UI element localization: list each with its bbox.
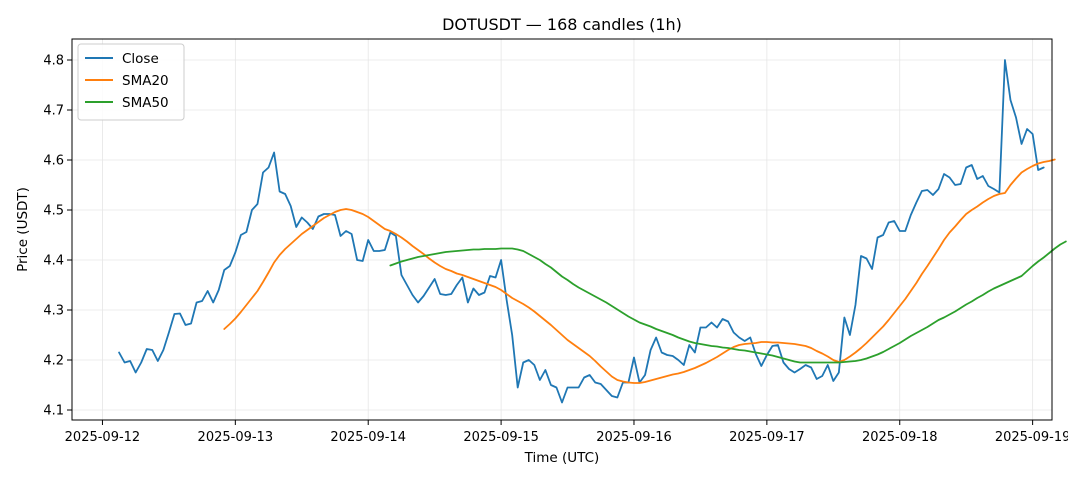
plot-frame (71, 38, 1053, 421)
y-tick-label: 4.8 (43, 54, 64, 69)
series-line-sma20 (223, 158, 1056, 384)
legend-label-close: Close (122, 51, 159, 67)
x-tick-label: 2025-09-13 (198, 430, 274, 445)
y-axis-ticks: 4.1 4.2 4.3 4.4 4.5 4.6 4.7 4.8 (43, 54, 72, 419)
x-axis-ticks: 2025-09-12 2025-09-13 2025-09-14 2025-09-15… (65, 420, 1068, 445)
legend-label-sma20: SMA20 (122, 73, 169, 89)
plot-area (71, 38, 1067, 421)
x-axis-label: Time (UTC) (524, 450, 600, 466)
series-line-sma50 (389, 240, 1067, 364)
x-tick-label: 2025-09-17 (729, 430, 805, 445)
x-tick-label: 2025-09-14 (330, 430, 406, 445)
y-tick-label: 4.6 (43, 154, 64, 169)
y-tick-label: 4.3 (43, 304, 64, 319)
x-tick-label: 2025-09-16 (596, 430, 672, 445)
x-tick-label: 2025-09-15 (463, 430, 539, 445)
y-axis-label: Price (USDT) (15, 187, 31, 272)
y-tick-label: 4.7 (43, 104, 64, 119)
chart-title: DOTUSDT — 168 candles (1h) (442, 15, 682, 34)
y-tick-label: 4.2 (43, 354, 64, 369)
x-tick-label: 2025-09-19 (995, 430, 1068, 445)
series-lines (118, 59, 1067, 404)
x-tick-label: 2025-09-12 (65, 430, 141, 445)
legend-label-sma50: SMA50 (122, 95, 169, 111)
x-tick-label: 2025-09-18 (862, 430, 938, 445)
series-line-close (118, 59, 1045, 404)
y-tick-label: 4.5 (43, 204, 64, 219)
legend: Close SMA20 SMA50 (77, 43, 185, 121)
y-tick-label: 4.4 (43, 254, 64, 269)
y-tick-label: 4.1 (43, 404, 64, 419)
